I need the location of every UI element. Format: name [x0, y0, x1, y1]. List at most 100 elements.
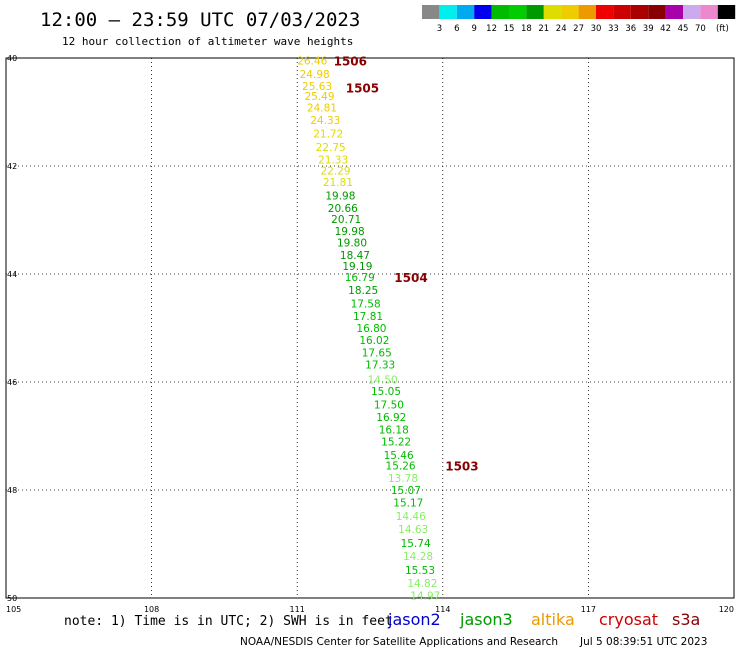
wave-height-label: 15.17: [393, 497, 423, 509]
color-scale-label: 3: [437, 24, 442, 34]
color-scale-swatch: [613, 5, 631, 19]
color-scale-label: 12: [486, 24, 497, 34]
color-scale-label: 33: [608, 24, 619, 34]
color-scale-swatch: [474, 5, 492, 19]
latitude-tick-label: 46: [7, 378, 17, 387]
longitude-tick-labels: 105 108 111 114 117 120: [6, 605, 734, 614]
color-scale-swatch: [630, 5, 649, 19]
wave-height-label: 15.07: [391, 485, 421, 497]
color-scale-swatch: [543, 5, 562, 19]
color-scale-swatch: [509, 5, 527, 19]
color-scale-swatch: [648, 5, 666, 19]
wave-height-label: 15.26: [386, 461, 416, 473]
color-scale-swatch: [561, 5, 579, 19]
wave-height-label: 15.74: [401, 538, 431, 550]
wave-height-label: 21.72: [313, 129, 343, 141]
color-scale-label: 18: [521, 24, 532, 34]
color-scale-label: 45: [678, 24, 689, 34]
satellite-name-jason2: jason2: [387, 610, 441, 629]
color-scale-swatch: [596, 5, 614, 19]
longitude-tick-label: 120: [719, 605, 734, 614]
wave-height-label: 17.58: [351, 299, 381, 311]
map-border: [5, 57, 735, 599]
wave-height-label: 18.47: [340, 250, 370, 262]
color-scale-label: 24: [556, 24, 567, 34]
color-scale-legend: 3 6 9 12 15 18 21 24 27 30 33 36 39 42 45 70 (ft): [422, 5, 736, 34]
color-scale-label: 70: [695, 24, 706, 34]
wave-height-label: 15.53: [405, 565, 435, 577]
wave-height-label: 17.50: [374, 400, 404, 412]
wave-height-label: 15.05: [371, 386, 401, 398]
wave-height-label: 14.63: [398, 524, 428, 536]
wave-height-label: 14.97: [410, 590, 440, 602]
color-scale-swatch: [665, 5, 683, 19]
wave-height-label: 13.78: [388, 473, 418, 485]
wave-height-label: 15.46: [384, 450, 414, 462]
wave-height-label: 19.98: [325, 191, 355, 203]
time-label: 1506: [334, 55, 367, 69]
wave-height-label: 19.19: [342, 261, 372, 273]
wave-height-label: 17.81: [353, 311, 383, 323]
map-grid: [6, 58, 734, 598]
time-label: 1505: [346, 82, 379, 96]
latitude-tick-labels: 40 42 44 46 48 50: [7, 54, 17, 603]
longitude-tick-label: 114: [435, 605, 450, 614]
wave-height-label: 18.25: [348, 285, 378, 297]
time-label: 1503: [445, 460, 478, 474]
latitude-tick-label: 48: [7, 486, 17, 495]
color-scale-label: 6: [454, 24, 459, 34]
wave-height-label: 19.98: [335, 226, 365, 238]
color-scale-unit: (ft): [716, 24, 729, 34]
color-scale-swatch: [422, 5, 440, 19]
wave-height-label: 16.18: [379, 425, 409, 437]
wave-height-label: 16.02: [359, 335, 389, 347]
color-scale-swatch: [683, 5, 701, 19]
wave-height-label: 14.50: [368, 374, 398, 386]
time-label: 1504: [394, 271, 427, 285]
latitude-tick-label: 50: [7, 594, 17, 603]
wave-height-label: 24.98: [300, 69, 330, 81]
wave-height-label: 14.46: [396, 511, 426, 523]
satellite-name-altika: altika: [531, 610, 575, 629]
time-labels: 1506 1505 1504 1503: [334, 55, 479, 474]
longitude-tick-label: 117: [581, 605, 596, 614]
color-scale-swatch: [491, 5, 509, 19]
color-scale-label: 9: [471, 24, 476, 34]
credit-line: NOAA/NESDIS Center for Satellite Applica…: [240, 636, 558, 648]
latitude-tick-label: 40: [7, 54, 17, 63]
wave-height-label: 14.82: [407, 578, 437, 590]
latitude-tick-label: 44: [7, 270, 17, 279]
wave-height-label: 20.66: [328, 203, 358, 215]
color-scale-swatch: [526, 5, 544, 19]
wave-height-label: 24.81: [307, 103, 337, 115]
wave-height-label: 25.49: [304, 91, 334, 103]
color-scale-label: 30: [591, 24, 602, 34]
longitude-tick-label: 105: [6, 605, 21, 614]
longitude-tick-label: 108: [144, 605, 159, 614]
wave-height-label: 22.75: [316, 142, 346, 154]
map-frame: [5, 57, 735, 599]
wave-height-label: 22.29: [320, 165, 350, 177]
wave-height-label: 25.63: [302, 81, 332, 93]
wave-height-label: 17.65: [362, 347, 392, 359]
page-title: 12:00 – 23:59 UTC 07/03/2023: [40, 9, 360, 31]
wave-height-label: 14.28: [403, 551, 433, 563]
color-scale-swatch: [456, 5, 475, 19]
wave-height-label: 17.33: [365, 360, 395, 372]
color-scale-label: 27: [573, 24, 584, 34]
wave-height-label: 16.79: [345, 272, 375, 284]
color-scale-label: 15: [504, 24, 515, 34]
latitude-tick-label: 42: [7, 162, 17, 171]
wave-height-label: 21.33: [318, 155, 348, 167]
satellite-legend: jason2 jason3 altika cryosat s3a: [387, 610, 700, 629]
wave-height-label: 26.46: [297, 56, 327, 68]
wave-height-label: 19.80: [337, 238, 367, 250]
satellite-name-cryosat: cryosat: [599, 610, 658, 629]
color-scale-label: 39: [643, 24, 654, 34]
longitude-tick-label: 111: [290, 605, 305, 614]
wave-height-label: 16.80: [356, 323, 386, 335]
generated-timestamp: Jul 5 08:39:51 UTC 2023: [579, 636, 707, 648]
wave-height-label: 21.81: [323, 177, 353, 189]
color-scale-swatch: [717, 5, 736, 19]
